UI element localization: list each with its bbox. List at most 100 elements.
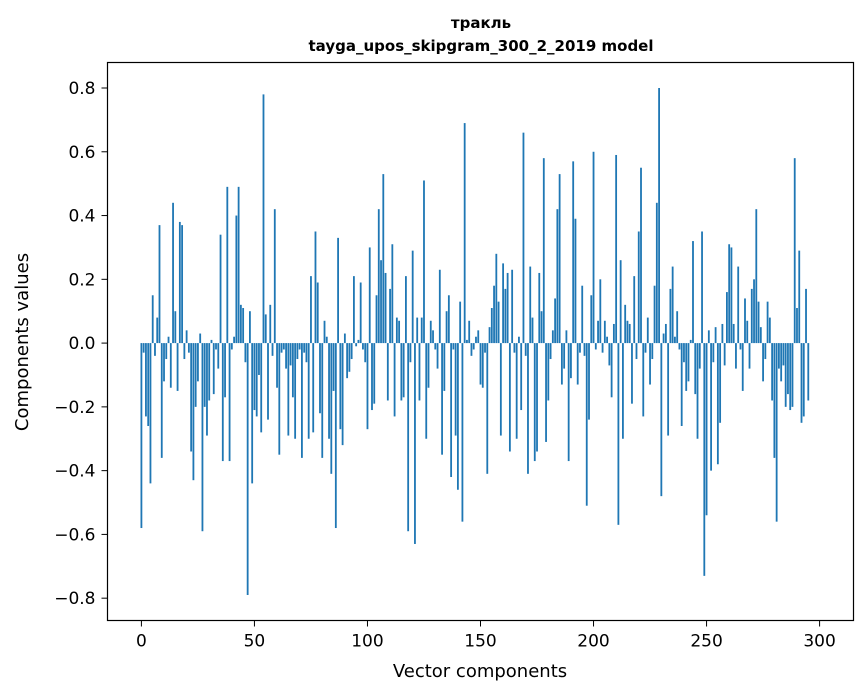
y-tick-label: 0.2 (68, 270, 95, 290)
bar (793, 158, 796, 344)
bar (633, 276, 636, 344)
bar (253, 343, 256, 411)
bar (456, 343, 459, 490)
bar (513, 343, 516, 353)
bar (310, 276, 312, 344)
bar (567, 343, 570, 462)
bar (741, 343, 744, 391)
bar (350, 343, 353, 360)
bar (343, 333, 346, 344)
bar (285, 343, 287, 369)
x-tick-label: 300 (803, 632, 835, 652)
bar (301, 343, 303, 458)
bar (676, 311, 679, 344)
bar (533, 343, 536, 462)
bar (791, 343, 794, 407)
bar (488, 327, 491, 344)
bar (255, 343, 258, 417)
bar (538, 272, 541, 344)
bar (522, 132, 525, 344)
bar (748, 343, 751, 369)
bar (579, 343, 581, 353)
bar (210, 339, 213, 344)
bar (701, 231, 703, 344)
bar (174, 311, 177, 344)
bar (549, 343, 552, 360)
bar (619, 260, 622, 344)
bar (450, 343, 453, 478)
bar (418, 343, 421, 401)
bar (635, 343, 638, 360)
y-axis-ticks: −0.8 −0.6 −0.4 −0.2 0.0 0.2 0.4 0.6 0.8 (54, 79, 108, 609)
bar (737, 266, 740, 344)
bar (685, 343, 688, 391)
bar (646, 317, 649, 344)
bar (660, 343, 663, 497)
bar (147, 343, 150, 426)
bar (269, 304, 272, 344)
bar (242, 308, 245, 344)
bar (156, 317, 159, 344)
bar (199, 333, 202, 344)
bar (271, 343, 274, 356)
bar (780, 343, 783, 382)
bar (536, 343, 538, 452)
bar (373, 343, 376, 404)
bar (622, 343, 624, 439)
bar (386, 343, 389, 401)
bar (689, 339, 692, 344)
bar (644, 343, 647, 353)
bar (319, 343, 321, 414)
bar (511, 269, 514, 344)
x-tick-label: 150 (464, 632, 496, 652)
bar (176, 343, 179, 391)
bar (330, 343, 333, 474)
bar (447, 295, 450, 344)
bar (662, 333, 665, 344)
bar (805, 288, 807, 344)
bar (707, 330, 710, 344)
bar (495, 253, 498, 344)
bar (612, 323, 615, 344)
bar (375, 295, 378, 344)
bar (246, 343, 249, 595)
bar (547, 343, 550, 401)
bar (346, 343, 349, 379)
bar (142, 343, 145, 353)
bar (712, 343, 715, 363)
bar (775, 343, 778, 522)
x-axis-ticks: 0 50 100 150 200 250 300 (136, 620, 836, 652)
bar (208, 343, 211, 401)
bar (454, 343, 457, 436)
bar (610, 343, 613, 398)
bar (606, 336, 608, 344)
bar (432, 330, 434, 344)
bars (140, 88, 810, 595)
bar (687, 343, 690, 382)
bar (341, 343, 344, 446)
bar (477, 330, 480, 344)
bar (165, 343, 168, 360)
bar (653, 285, 656, 344)
bar (264, 314, 267, 344)
bar (267, 343, 269, 420)
bar (762, 343, 764, 382)
bar (230, 343, 233, 350)
y-tick-label: 0.4 (68, 207, 95, 227)
bar (167, 336, 170, 344)
bar (518, 336, 520, 344)
bar (321, 343, 324, 458)
bar (789, 343, 792, 411)
bar (470, 343, 473, 356)
bar (258, 343, 260, 375)
bar (784, 343, 787, 407)
bar (398, 320, 401, 344)
bar (807, 343, 810, 401)
bar (291, 343, 294, 398)
bar (678, 343, 681, 350)
bar (649, 343, 651, 385)
bar (674, 336, 676, 344)
bar (237, 186, 240, 344)
bar (490, 308, 493, 344)
